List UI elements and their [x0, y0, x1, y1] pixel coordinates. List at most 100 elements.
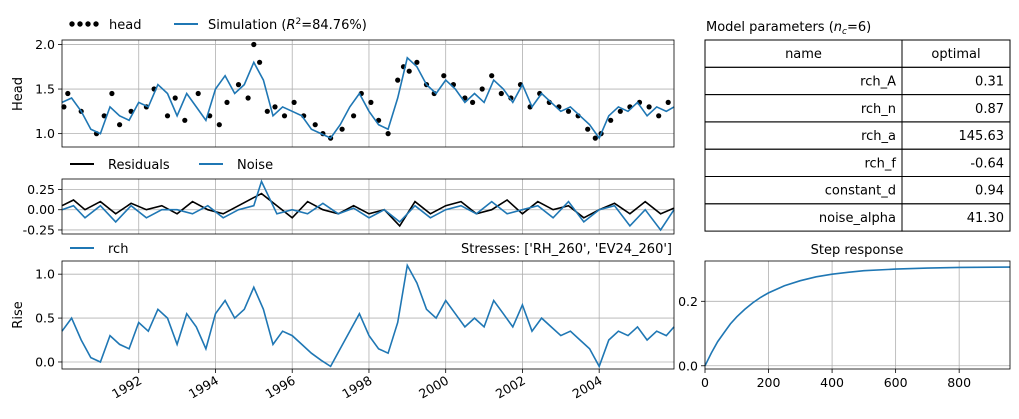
head-point: [216, 122, 222, 128]
head-point: [351, 113, 357, 119]
legend-noise-label: Noise: [237, 158, 273, 173]
head-point: [65, 90, 71, 97]
head-point: [646, 104, 652, 110]
residuals-panel: -0.25 0.00 0.25 Residuals Noise: [23, 158, 675, 237]
head-point: [257, 59, 263, 65]
head-point: [117, 122, 123, 128]
x-tick-label-4: 2000: [416, 373, 451, 402]
head-y-ticks: 1.0 1.5 2.0: [35, 37, 62, 141]
step-response-line: [704, 266, 1011, 367]
head-point: [251, 41, 257, 48]
step-response-y-ticks: 0.0 0.2: [678, 294, 705, 373]
head-y-axis-label: Head: [11, 77, 26, 111]
head-point: [414, 59, 420, 65]
head-point: [195, 90, 201, 97]
table-param-name: rch_a: [861, 129, 896, 144]
table-param-name: rch_A: [860, 74, 896, 89]
head-point: [281, 113, 288, 119]
table-cell-value-6: [901, 203, 1011, 232]
table-param-name: constant_d: [825, 184, 896, 199]
x-tick-label-6: 2004: [570, 373, 605, 402]
residuals-y-ticks: -0.25 0.00 0.25: [23, 182, 62, 237]
head-point: [592, 135, 598, 141]
head-point: [406, 68, 412, 74]
head-observations: [61, 41, 671, 141]
legend-rch-label: rch: [108, 242, 128, 257]
step-response-panel: 0.0 0.2 0 200 400 600 800 Step response: [678, 243, 1011, 390]
head-panel-frame: [61, 39, 675, 148]
step-response-frame: [704, 260, 1011, 370]
table-param-name: rch_f: [864, 156, 896, 171]
head-point: [617, 108, 623, 114]
head-point: [61, 104, 67, 110]
step-x-tick-label-1: 200: [757, 375, 781, 390]
table-param-value: 0.87: [975, 102, 1004, 117]
residuals-line: [61, 192, 675, 228]
rch-line: [61, 262, 675, 369]
legend-simulation-label: Simulation (R2=84.76%): [208, 17, 367, 33]
step-response-grid: [704, 261, 1010, 369]
head-point: [665, 99, 671, 105]
table-header-optimal: optimal: [931, 47, 980, 62]
y-tick-label-2: 1.0: [35, 267, 55, 282]
x-tick-label-0: 1992: [109, 373, 144, 402]
contribution-panel-grid: [62, 261, 674, 369]
y-tick-label-1: 0.2: [678, 294, 698, 309]
head-point: [470, 99, 476, 105]
table-param-name: noise_alpha: [819, 211, 896, 226]
table-param-value: 145.63: [959, 129, 1005, 144]
simulation-line: [61, 56, 675, 140]
parameters-table-grid: name optimal rch_A 0.31 rch_n 0.87 rch_a 145.63…: [704, 39, 1011, 232]
head-point: [182, 117, 188, 123]
y-tick-label-0: 0.0: [678, 358, 698, 373]
residuals-panel-frame: [61, 178, 675, 235]
stresses-annotation: Stresses: ['RH_260', 'EV24_260']: [461, 242, 672, 257]
y-tick-label-0: -0.25: [23, 222, 55, 237]
head-point: [489, 73, 495, 79]
x-tick-label-2: 1996: [263, 373, 298, 402]
x-tick-label-3: 1998: [339, 373, 374, 402]
head-point: [441, 73, 447, 79]
head-point: [164, 113, 171, 119]
head-legend: head Simulation (R2=84.76%): [69, 17, 367, 33]
y-tick-label-2: 0.25: [27, 182, 55, 197]
head-point: [385, 131, 391, 137]
legend-head-label: head: [109, 18, 141, 33]
y-tick-label-1: 0.00: [27, 202, 55, 217]
step-x-tick-label-2: 400: [820, 375, 844, 390]
time-x-ticks: 1992 1994 1996 1998 2000 2002 2004: [109, 369, 605, 402]
step-x-tick-label-0: 0: [701, 375, 709, 390]
y-tick-label-0: 0.0: [35, 354, 55, 369]
table-param-name: rch_n: [861, 102, 896, 117]
y-tick-label-0: 1.0: [35, 126, 55, 141]
step-x-tick-label-3: 600: [884, 375, 908, 390]
head-point: [235, 82, 242, 88]
head-point: [264, 108, 270, 114]
head-point: [312, 122, 318, 128]
head-point: [245, 95, 251, 101]
head-panel-grid: [62, 40, 674, 147]
parameters-table: Model parameters (nc=6) name optimal rch_A…: [704, 20, 1011, 232]
rise-y-axis-label: Rise: [11, 301, 26, 328]
contribution-panel: 0.0 0.5 1.0 1992 1994 1996 1998 2000 2002 2004 R…: [11, 242, 675, 402]
head-point: [109, 90, 115, 97]
head-point: [479, 86, 485, 92]
table-param-value: 41.30: [967, 211, 1004, 226]
step-response-x-ticks: 0 200 400 600 800: [701, 369, 971, 390]
head-point: [339, 126, 345, 132]
legend-head-marker: [69, 21, 99, 27]
table-param-value: 0.94: [975, 184, 1004, 199]
noise-line: [61, 179, 675, 232]
head-point: [585, 126, 591, 132]
residuals-legend: Residuals Noise: [70, 158, 273, 173]
head-point: [291, 99, 297, 105]
table-param-value: 0.31: [975, 74, 1004, 89]
head-point: [565, 108, 572, 114]
y-tick-label-1: 1.5: [35, 82, 55, 97]
head-point: [498, 90, 504, 97]
head-point: [368, 99, 374, 105]
contribution-y-ticks: 0.0 0.5 1.0: [35, 267, 62, 369]
contribution-legend: rch: [70, 242, 128, 257]
head-point: [272, 104, 278, 110]
legend-residuals-label: Residuals: [108, 158, 170, 173]
